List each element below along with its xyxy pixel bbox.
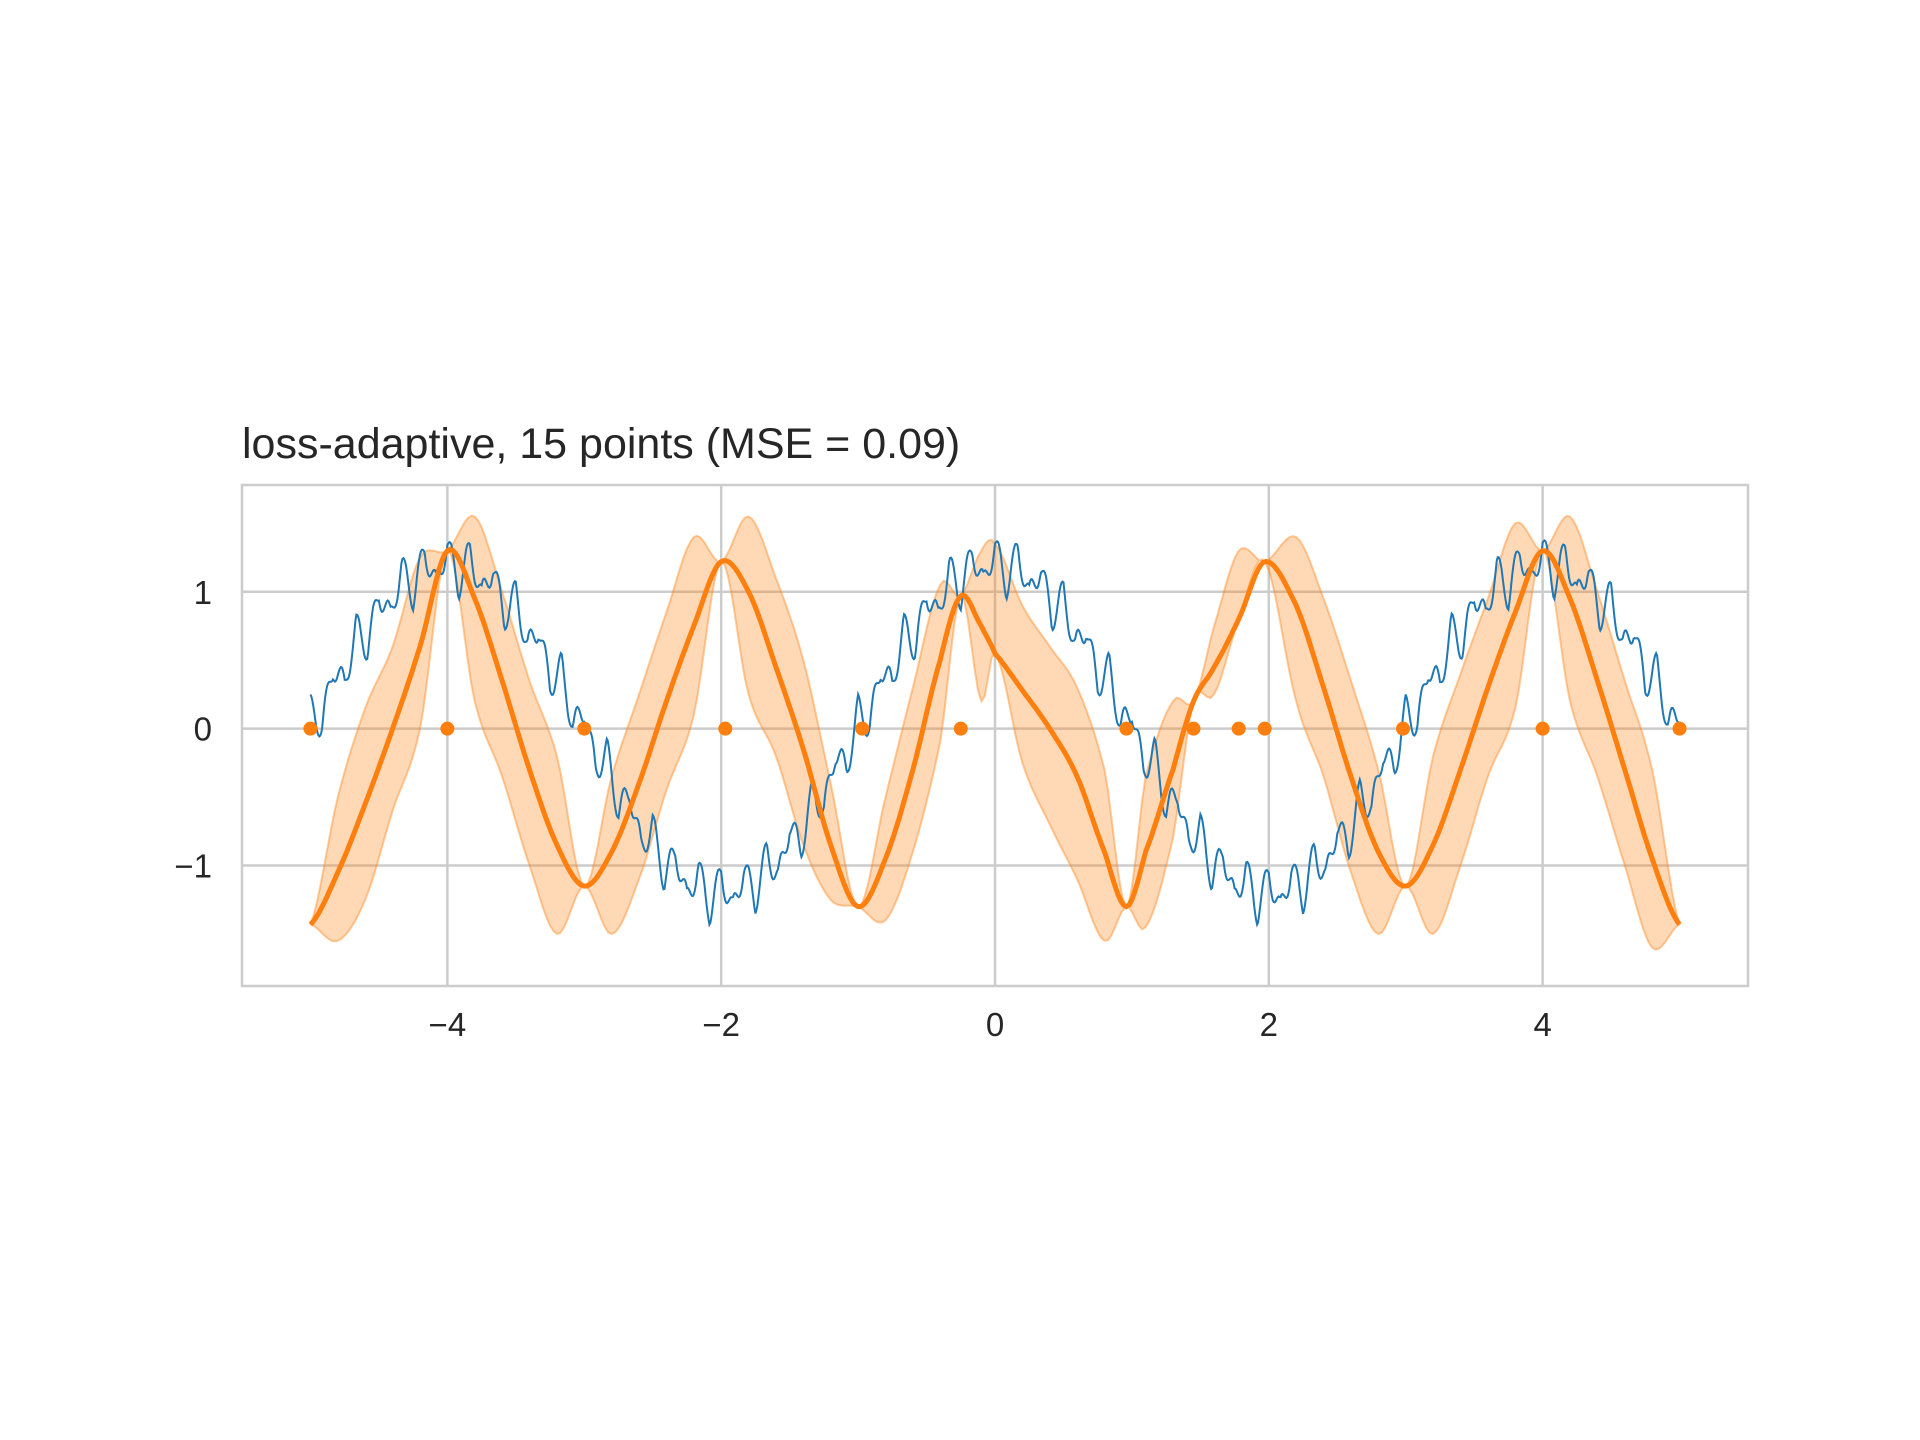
sample-point (577, 721, 592, 736)
sample-point (440, 721, 455, 736)
fitted-mean-layer (308, 546, 1682, 927)
sample-point (1535, 721, 1550, 736)
y-tick-label: 1 (194, 574, 212, 611)
sample-point (303, 721, 318, 736)
fitted-mean-line (308, 546, 1682, 927)
grid (242, 485, 1748, 986)
sample-point (1257, 721, 1272, 736)
x-tick-label: −4 (429, 1006, 467, 1043)
sample-point (855, 721, 870, 736)
sample-point (1186, 721, 1201, 736)
sample-point (1119, 721, 1134, 736)
axes-frame (240, 483, 1750, 988)
y-tick-label: 0 (194, 711, 212, 748)
chart-title: loss-adaptive, 15 points (MSE = 0.09) (242, 420, 960, 468)
true-function-layer (309, 539, 1681, 928)
sample-point (1231, 721, 1246, 736)
sample-point (718, 721, 733, 736)
sample-point (953, 721, 968, 736)
true-function-line (309, 539, 1681, 928)
sample-point (1395, 721, 1410, 736)
x-tick-label: 0 (986, 1006, 1004, 1043)
sample-points-layer (303, 721, 1687, 736)
x-tick-label: −2 (702, 1006, 740, 1043)
x-tick-label: 4 (1533, 1006, 1551, 1043)
tick-labels: −4 −2 0 2 4 1 0 −1 (174, 574, 1551, 1043)
y-tick-label: −1 (174, 848, 212, 885)
sample-point (1672, 721, 1687, 736)
x-tick-label: 2 (1260, 1006, 1278, 1043)
